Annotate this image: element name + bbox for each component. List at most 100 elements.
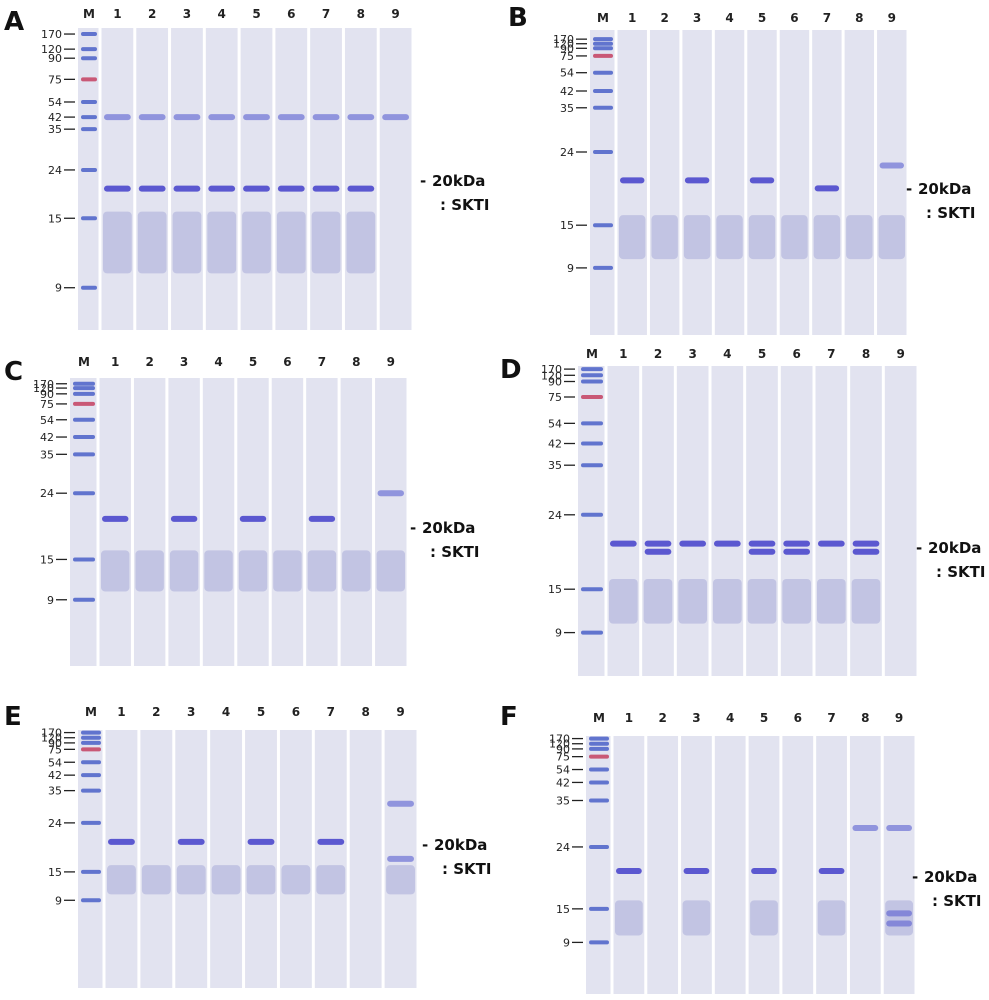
lane-label: 4 (218, 7, 226, 21)
protein-band (783, 540, 810, 547)
gel-background (578, 366, 918, 676)
lane-label: 6 (283, 355, 291, 369)
protein-band (382, 114, 409, 121)
protein-band (247, 838, 275, 845)
marker-kda-label: 170 (41, 28, 62, 41)
marker-band (81, 869, 101, 874)
marker-kda-label: 54 (556, 764, 570, 777)
marker-kda-label: 90 (560, 42, 574, 55)
lane-label: 4 (214, 355, 222, 369)
protein-band (714, 540, 741, 547)
panel-label: A (4, 7, 24, 37)
lane-label: 7 (318, 355, 326, 369)
protein-band (610, 540, 637, 547)
lane-separator (881, 366, 885, 676)
annotation-protein: : SKTI (926, 204, 975, 222)
marker-band (81, 730, 101, 735)
marker-kda-label: 42 (48, 111, 62, 124)
protein-band (749, 177, 775, 184)
marker-kda-label: 170 (549, 733, 570, 746)
marker-kda-label: 42 (48, 769, 62, 782)
protein-smear (204, 550, 233, 592)
lane-separator (744, 30, 748, 335)
lane-separator (614, 30, 618, 335)
lane-separator (711, 736, 715, 994)
lane-separator (237, 28, 241, 330)
protein-band (644, 540, 672, 547)
marker-band (81, 56, 97, 61)
marker-kda-label: 120 (41, 732, 62, 745)
lane-label: 9 (888, 11, 896, 25)
marker-band (589, 780, 609, 785)
lane-separator (880, 736, 884, 994)
marker-kda-label: 170 (33, 378, 54, 391)
marker-kda-label: 24 (48, 164, 62, 177)
lane-label: 6 (792, 347, 800, 361)
lane-separator (874, 30, 878, 335)
gel-background (70, 378, 408, 666)
marker-kda-label: 170 (41, 727, 62, 740)
marker-band (81, 747, 101, 752)
marker-band (81, 773, 101, 778)
protein-band (679, 540, 706, 547)
protein-band (108, 838, 135, 845)
marker-band (581, 587, 603, 592)
protein-band (312, 185, 340, 192)
marker-band (581, 463, 603, 468)
marker-band (581, 441, 603, 446)
protein-smear (713, 578, 742, 624)
protein-smear (107, 865, 136, 895)
lane-separator (846, 736, 850, 994)
marker-band (589, 741, 609, 746)
annotation-dash: - (916, 539, 922, 557)
lane-separator (307, 28, 311, 330)
marker-band (81, 788, 101, 793)
marker-band (581, 379, 603, 384)
panel-label: E (4, 702, 22, 732)
lane-separator (165, 378, 169, 666)
lane-separator (102, 730, 106, 988)
lane-separator (130, 378, 134, 666)
marker-band (589, 798, 609, 803)
panel-label: F (500, 702, 518, 732)
lane-label: 5 (758, 347, 766, 361)
protein-smear (316, 865, 346, 895)
lane-label: M (83, 7, 95, 21)
marker-band (81, 820, 101, 825)
annotation-protein: : SKTI (440, 196, 489, 214)
marker-kda-label: 24 (48, 817, 62, 830)
protein-band (138, 185, 166, 192)
protein-band (277, 185, 305, 192)
lane-label: 8 (352, 355, 360, 369)
lane-label: 2 (145, 355, 153, 369)
protein-band (886, 920, 912, 927)
lane-label: 6 (790, 11, 798, 25)
marker-kda-label: 90 (40, 388, 54, 401)
lane-label: 6 (292, 705, 300, 719)
annotation-size: 20kDa (422, 519, 475, 537)
protein-smear (137, 211, 167, 274)
marker-kda-label: 15 (560, 219, 574, 232)
protein-band (277, 114, 305, 121)
annotation-size: 20kDa (924, 868, 977, 886)
lane-separator (711, 30, 715, 335)
marker-kda-label: 90 (48, 52, 62, 65)
lane-label: 3 (688, 347, 696, 361)
protein-band (208, 114, 236, 121)
lane-separator (678, 736, 682, 994)
protein-band (173, 114, 201, 121)
marker-kda-label: 120 (33, 382, 54, 395)
lane-label: 1 (619, 347, 627, 361)
marker-band (593, 265, 613, 270)
lane-separator (137, 730, 141, 988)
annotation-dash: - (420, 172, 426, 190)
marker-kda-label: 24 (560, 146, 574, 159)
protein-smear (678, 578, 707, 624)
lane-label: 8 (357, 7, 365, 21)
protein-band (818, 867, 845, 874)
marker-kda-label: 120 (41, 43, 62, 56)
protein-smear (281, 865, 311, 895)
protein-smear (643, 578, 673, 624)
